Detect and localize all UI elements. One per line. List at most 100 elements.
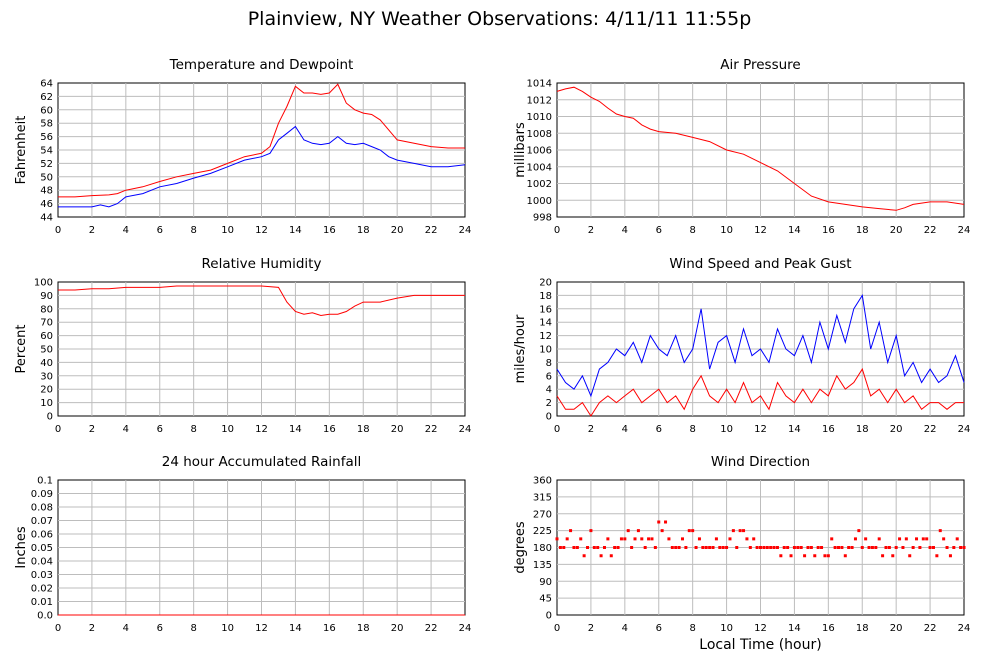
x-tick-label: 16 xyxy=(822,623,835,634)
data-point xyxy=(728,537,732,541)
series-line-blue xyxy=(58,125,466,208)
data-point xyxy=(599,554,603,558)
data-point xyxy=(721,546,725,549)
x-tick-label: 4 xyxy=(123,225,129,236)
y-tick-label: 40 xyxy=(40,358,53,369)
page-title: Plainview, NY Weather Observations: 4/11… xyxy=(247,8,752,30)
y-tick-label: 70 xyxy=(40,318,53,329)
x-tick-label: 0 xyxy=(554,623,560,634)
x-tick-label: 4 xyxy=(622,424,628,435)
x-tick-label: 6 xyxy=(157,424,163,435)
data-point xyxy=(833,546,837,549)
x-tick-label: 22 xyxy=(425,424,438,435)
x-tick-label: 14 xyxy=(289,225,302,236)
data-point xyxy=(948,554,952,558)
series-line-red xyxy=(58,285,465,317)
x-tick-label: 16 xyxy=(822,225,835,236)
y-axis-label: miles/hour xyxy=(513,314,528,383)
x-tick-label: 2 xyxy=(89,623,95,634)
x-tick-label: 0 xyxy=(55,623,61,634)
data-point xyxy=(935,554,939,558)
x-tick-label: 4 xyxy=(123,623,129,634)
series-line-red xyxy=(556,367,964,417)
data-point xyxy=(647,537,651,541)
data-point xyxy=(942,537,946,541)
y-tick-label: 64 xyxy=(40,79,53,90)
data-point xyxy=(667,537,671,541)
data-point xyxy=(860,546,864,549)
x-tick-label: 8 xyxy=(689,225,695,236)
y-axis-label: Percent xyxy=(14,325,29,374)
x-tick-label: 2 xyxy=(89,225,95,236)
data-point xyxy=(701,546,705,549)
y-tick-label: 1014 xyxy=(527,79,552,90)
x-tick-label: 6 xyxy=(157,623,163,634)
data-point xyxy=(840,546,844,549)
y-tick-label: 6 xyxy=(546,371,552,382)
data-point xyxy=(653,546,657,549)
data-point xyxy=(643,546,647,549)
x-axis-label: Local Time (hour) xyxy=(699,637,821,653)
data-point xyxy=(792,546,796,549)
x-tick-label: 16 xyxy=(323,424,336,435)
y-axis-label: degrees xyxy=(513,521,528,574)
data-point xyxy=(704,546,708,549)
data-point xyxy=(826,554,830,558)
x-tick-label: 2 xyxy=(588,424,594,435)
y-tick-label: 1002 xyxy=(527,179,552,190)
data-point xyxy=(691,529,695,533)
y-tick-label: 14 xyxy=(539,318,552,329)
data-point xyxy=(938,529,942,533)
y-tick-label: 1010 xyxy=(527,112,552,123)
y-tick-label: 48 xyxy=(40,186,53,197)
x-tick-label: 20 xyxy=(890,623,903,634)
y-tick-label: 180 xyxy=(533,543,552,554)
x-tick-label: 14 xyxy=(289,623,302,634)
y-tick-label: 56 xyxy=(40,132,53,143)
x-tick-label: 20 xyxy=(391,225,404,236)
data-point xyxy=(816,546,820,549)
x-tick-label: 8 xyxy=(190,623,196,634)
data-point xyxy=(901,546,905,549)
y-tick-label: 80 xyxy=(40,304,53,315)
data-point xyxy=(752,537,756,541)
data-point xyxy=(619,537,623,541)
x-tick-label: 2 xyxy=(588,623,594,634)
data-point xyxy=(718,546,722,549)
x-tick-label: 14 xyxy=(289,424,302,435)
y-tick-label: 30 xyxy=(40,371,53,382)
x-tick-label: 24 xyxy=(958,424,971,435)
x-tick-label: 4 xyxy=(622,623,628,634)
x-tick-label: 18 xyxy=(856,424,869,435)
data-point xyxy=(630,546,634,549)
data-point xyxy=(847,546,851,549)
data-point xyxy=(769,546,773,549)
data-point xyxy=(575,546,579,549)
data-point xyxy=(850,546,854,549)
x-tick-label: 22 xyxy=(924,623,937,634)
y-tick-label: 0 xyxy=(47,412,53,423)
data-point xyxy=(925,537,929,541)
chart-title: Wind Direction xyxy=(711,454,810,470)
y-tick-label: 135 xyxy=(533,560,552,571)
data-point xyxy=(558,546,562,549)
chart-title: 24 hour Accumulated Rainfall xyxy=(162,454,361,470)
y-tick-label: 44 xyxy=(40,213,53,224)
x-tick-label: 20 xyxy=(391,623,404,634)
y-axis-label: Inches xyxy=(14,526,29,568)
data-point xyxy=(799,546,803,549)
data-point xyxy=(745,537,749,541)
y-tick-label: 270 xyxy=(533,509,552,520)
y-tick-label: 1000 xyxy=(527,196,552,207)
y-tick-label: 10 xyxy=(40,398,53,409)
data-point xyxy=(898,537,902,541)
x-tick-label: 24 xyxy=(459,424,472,435)
y-tick-label: 10 xyxy=(539,345,552,356)
x-tick-label: 6 xyxy=(656,225,662,236)
x-tick-label: 18 xyxy=(357,225,370,236)
data-point xyxy=(820,546,824,549)
chart-title: Air Pressure xyxy=(720,57,800,73)
data-point xyxy=(857,529,861,533)
